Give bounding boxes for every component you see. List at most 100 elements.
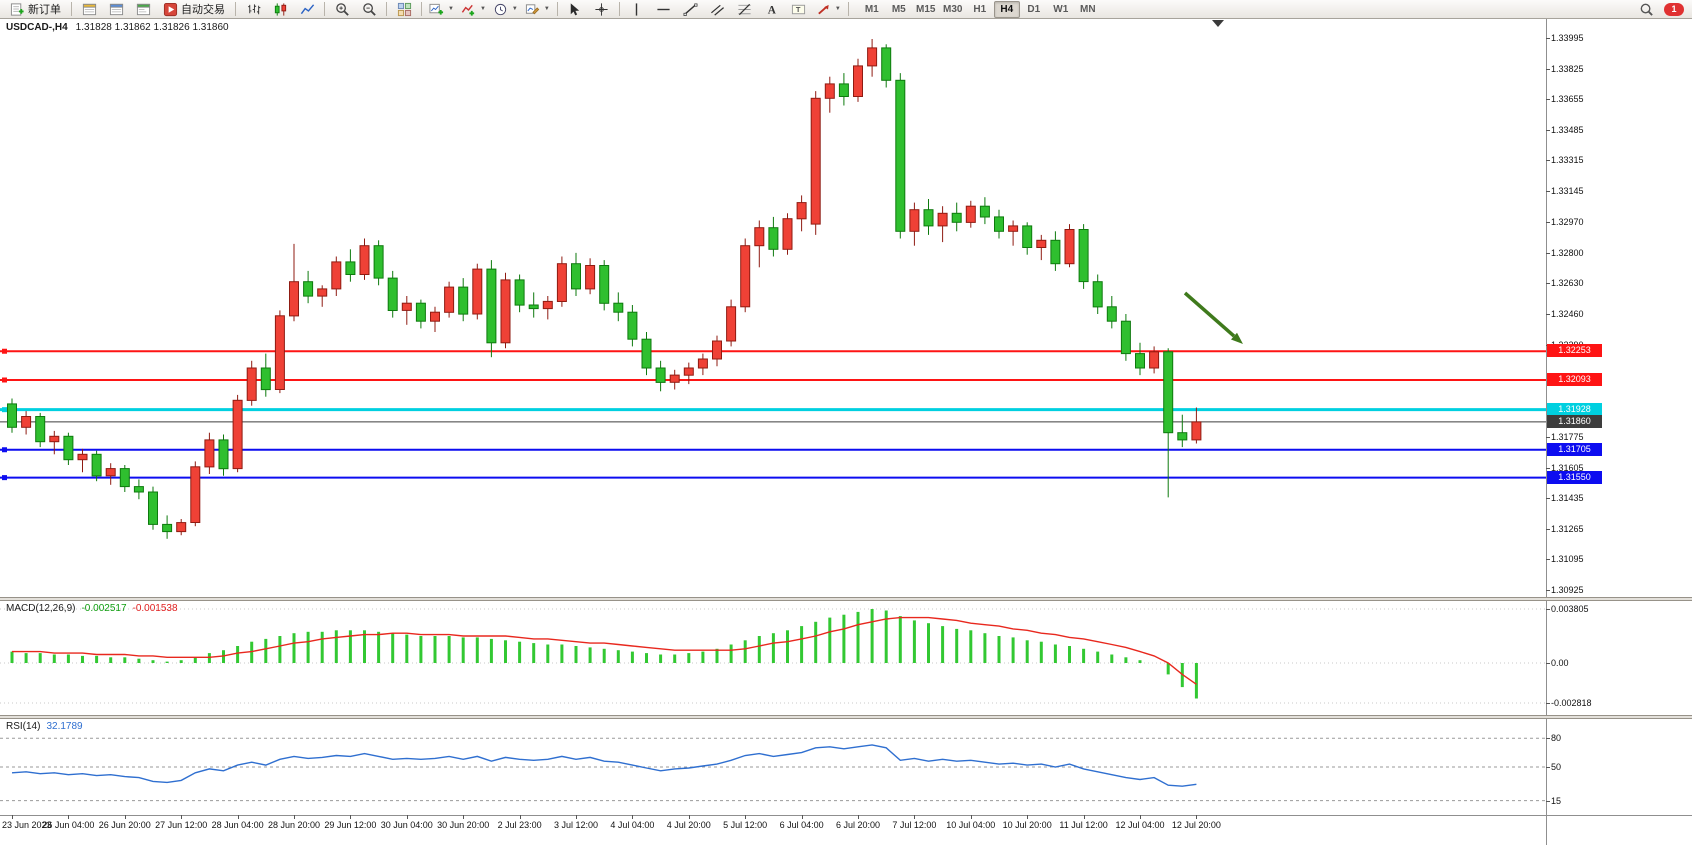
macd-axis-tick: [1546, 663, 1550, 664]
toolbar-separator: [386, 2, 387, 16]
support-line-blue-upper-handle[interactable]: [2, 447, 7, 453]
time-axis-label: 28 Jun 20:00: [267, 820, 321, 830]
toolbar-separator: [235, 2, 236, 16]
templates-button[interactable]: ▼: [522, 0, 553, 19]
timeframe-button-h4[interactable]: H4: [993, 0, 1020, 18]
price-axis-label: 1.32970: [1551, 217, 1584, 228]
time-axis-tick: [1196, 815, 1198, 819]
equidistant-channel-icon: [711, 4, 725, 16]
time-axis-tick: [463, 815, 465, 819]
timeframe-button-h1[interactable]: H1: [973, 3, 987, 15]
notification-badge[interactable]: 1: [1664, 2, 1684, 16]
candlestick-chart-button[interactable]: [267, 0, 293, 19]
price-axis-tick: [1546, 222, 1550, 224]
pane-divider[interactable]: [0, 597, 1692, 601]
macd-axis-label: -0.002818: [1551, 698, 1592, 709]
main-chart-pane[interactable]: [0, 19, 1546, 597]
navigator-button[interactable]: [130, 0, 156, 19]
horizontal-line-button[interactable]: [651, 0, 677, 19]
indicators-button[interactable]: ▼: [458, 0, 489, 19]
price-axis-tick: [1546, 589, 1550, 591]
chart-shift-marker[interactable]: [1212, 20, 1224, 27]
time-axis-label: 26 Jun 04:00: [42, 820, 95, 830]
price-axis-label: 1.30925: [1551, 584, 1584, 595]
macd-indicator-name: MACD(12,26,9): [6, 603, 76, 614]
indicators-icon: [461, 4, 475, 16]
dropdown-caret: ▼: [834, 6, 841, 12]
main-chart-canvas[interactable]: [0, 19, 1546, 597]
bar-chart-button[interactable]: [240, 0, 266, 19]
price-axis-tick: [1546, 467, 1550, 469]
zoom-in-button[interactable]: [329, 0, 355, 19]
rsi-line: [11, 744, 1197, 787]
time-axis-tick: [519, 815, 521, 819]
timeframe-button-mn[interactable]: MN: [1079, 3, 1096, 15]
arrows-button[interactable]: ▼: [813, 0, 844, 19]
macd-current-value: -0.002517: [81, 603, 127, 614]
price-axis-label: 1.31775: [1551, 432, 1584, 443]
autotrading-button[interactable]: 自动交易: [157, 0, 231, 19]
crosshair-button[interactable]: [589, 0, 615, 19]
timeframe-button-m5[interactable]: M5: [891, 3, 906, 15]
resistance-line-lower-handle[interactable]: [2, 377, 7, 383]
search-button[interactable]: [1633, 0, 1659, 19]
tile-windows-button[interactable]: [391, 0, 417, 19]
bar-chart-icon: [247, 3, 260, 14]
timeframe-button-d1[interactable]: D1: [1027, 3, 1041, 15]
new-chart-button[interactable]: ▼: [426, 0, 457, 19]
search-icon: [1640, 3, 1653, 16]
pane-divider[interactable]: [0, 715, 1692, 719]
market-watch-button[interactable]: [76, 0, 102, 19]
toolbar-separator: [324, 2, 325, 16]
time-axis-tick: [970, 815, 972, 819]
zoom-out-button[interactable]: [356, 0, 382, 19]
macd-histogram: [10, 609, 1198, 699]
data-window-icon: [109, 3, 123, 15]
resistance-line-upper-handle[interactable]: [2, 348, 7, 354]
price-axis-label: 1.32460: [1551, 309, 1584, 320]
time-axis-tick: [688, 815, 690, 819]
macd-pane[interactable]: [0, 601, 1546, 715]
new-order-button[interactable]: 新订单: [4, 0, 67, 19]
cursor-button[interactable]: [562, 0, 588, 19]
text-label-button[interactable]: T: [786, 0, 812, 19]
price-axis-tick: [1546, 68, 1550, 70]
candlestick-chart-icon: [274, 2, 286, 16]
data-window-button[interactable]: [103, 0, 129, 19]
text-button[interactable]: A: [759, 0, 785, 19]
price-axis-label: 1.33995: [1551, 33, 1584, 44]
time-axis-label: 30 Jun 20:00: [437, 820, 490, 830]
equidistant-channel-button[interactable]: [705, 0, 731, 19]
rsi-canvas[interactable]: [0, 719, 1546, 815]
price-axis-tick: [1546, 314, 1550, 316]
timeframe-button-m15[interactable]: M15: [916, 3, 936, 15]
support-line-blue-lower-handle[interactable]: [2, 475, 7, 481]
fibonacci-button[interactable]: [732, 0, 758, 19]
toolbar-separator: [421, 2, 422, 16]
timeframe-button-w1[interactable]: W1: [1053, 3, 1069, 15]
macd-signal-line: [12, 616, 1197, 685]
time-axis-label: 29 Jun 12:00: [324, 820, 377, 830]
time-axis-tick: [350, 815, 352, 819]
support-line-cyan-handle[interactable]: [2, 407, 7, 413]
price-axis-label: 1.32800: [1551, 247, 1584, 258]
rsi-axis-label: 80: [1551, 733, 1562, 744]
timeframe-button-m1[interactable]: M1: [864, 3, 879, 15]
rsi-axis-label: 50: [1551, 762, 1562, 772]
time-axis-tick: [1083, 815, 1085, 819]
toolbar-right-group: 1: [1633, 0, 1688, 19]
trendline-button[interactable]: [678, 0, 704, 19]
price-axis-label: 1.33825: [1551, 63, 1584, 74]
time-axis-tick: [294, 815, 295, 819]
new-order-icon: [10, 2, 24, 16]
timeframe-button-m30[interactable]: M30: [943, 3, 963, 15]
line-chart-button[interactable]: [294, 0, 320, 19]
annotation-arrow[interactable]: [1183, 291, 1236, 338]
rsi-pane[interactable]: [0, 719, 1546, 815]
macd-axis-tick: [1546, 703, 1550, 705]
macd-canvas[interactable]: [0, 601, 1546, 715]
vertical-line-button[interactable]: [624, 0, 650, 19]
time-axis-tick: [576, 815, 577, 819]
periods-button[interactable]: ▼: [490, 0, 521, 19]
horizontal-line-icon: [657, 8, 670, 10]
